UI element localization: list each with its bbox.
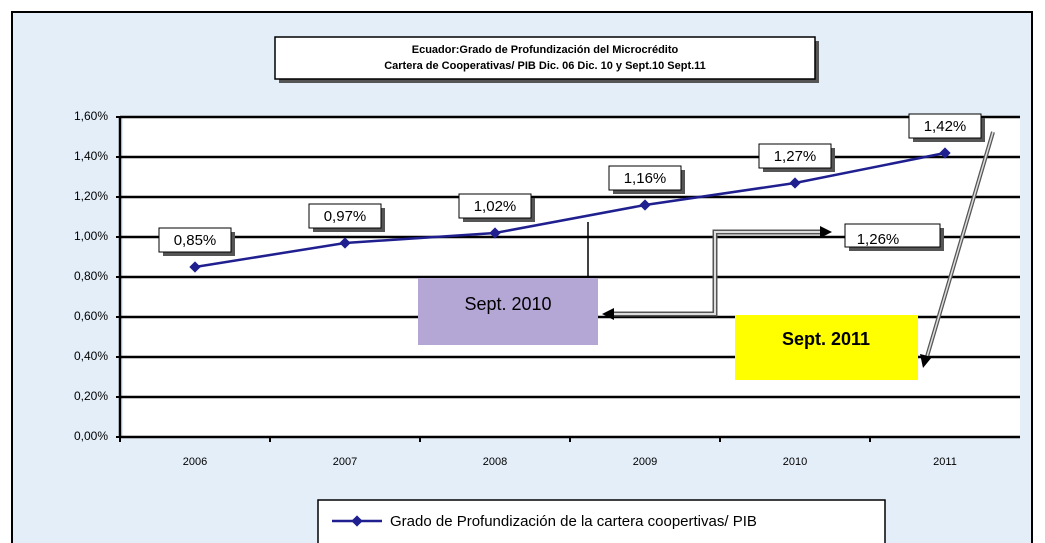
value-label: 1,16% xyxy=(624,170,667,187)
x-tick-label: 2011 xyxy=(933,456,957,468)
series-line xyxy=(194,151,946,269)
y-tick-label: 1,60% xyxy=(74,109,108,123)
x-tick-label: 2006 xyxy=(183,456,207,468)
y-tick-label: 0,00% xyxy=(74,429,108,443)
annotation: 1,26% xyxy=(857,231,900,248)
annotation-arrow xyxy=(608,231,825,315)
value-label-box xyxy=(758,143,832,169)
annotation-box xyxy=(418,278,598,345)
value-label-box xyxy=(908,113,982,139)
y-tick-label: 0,20% xyxy=(74,389,108,403)
arrow-head xyxy=(602,308,614,320)
value-label-box xyxy=(158,227,232,253)
legend-label: Grado de Profundización de la cartera co… xyxy=(390,513,757,530)
annotation-box xyxy=(735,315,918,380)
y-tick-label: 1,40% xyxy=(74,149,108,163)
value-label-box xyxy=(458,193,532,219)
marker xyxy=(939,147,951,159)
value-label-box xyxy=(608,165,682,191)
y-tick-label: 1,00% xyxy=(74,229,108,243)
value-label: 0,85% xyxy=(174,232,217,249)
annotation-arrow xyxy=(925,131,994,361)
chart-subtitle: Cartera de Cooperativas/ PIB Dic. 06 Dic… xyxy=(384,60,706,72)
annotation-box xyxy=(844,223,941,248)
value-label: 1,27% xyxy=(774,148,817,165)
x-tick-label: 2009 xyxy=(633,456,657,468)
y-tick-label: 0,80% xyxy=(74,269,108,283)
value-label-box xyxy=(308,203,382,229)
annotation: Sept. 2010 xyxy=(464,294,551,314)
y-tick-label: 0,40% xyxy=(74,349,108,363)
marker xyxy=(339,237,351,249)
legend xyxy=(317,499,886,543)
marker xyxy=(189,261,201,273)
marker xyxy=(789,177,801,189)
arrow-head xyxy=(920,354,932,368)
x-tick-label: 2007 xyxy=(333,456,357,468)
value-label: 0,97% xyxy=(324,208,367,225)
x-tick-label: 2008 xyxy=(483,456,507,468)
marker xyxy=(639,199,651,211)
y-tick-label: 0,60% xyxy=(74,309,108,323)
legend-marker xyxy=(351,515,363,527)
value-label: 1,42% xyxy=(924,118,967,135)
marker xyxy=(489,227,501,239)
x-tick-label: 2010 xyxy=(783,456,807,468)
value-label: 1,02% xyxy=(474,198,517,215)
title-box xyxy=(274,36,816,80)
arrow-head xyxy=(820,226,832,238)
y-tick-label: 1,20% xyxy=(74,189,108,203)
chart-title: Ecuador:Grado de Profundización del Micr… xyxy=(412,44,679,56)
annotation: Sept. 2011 xyxy=(782,329,870,349)
